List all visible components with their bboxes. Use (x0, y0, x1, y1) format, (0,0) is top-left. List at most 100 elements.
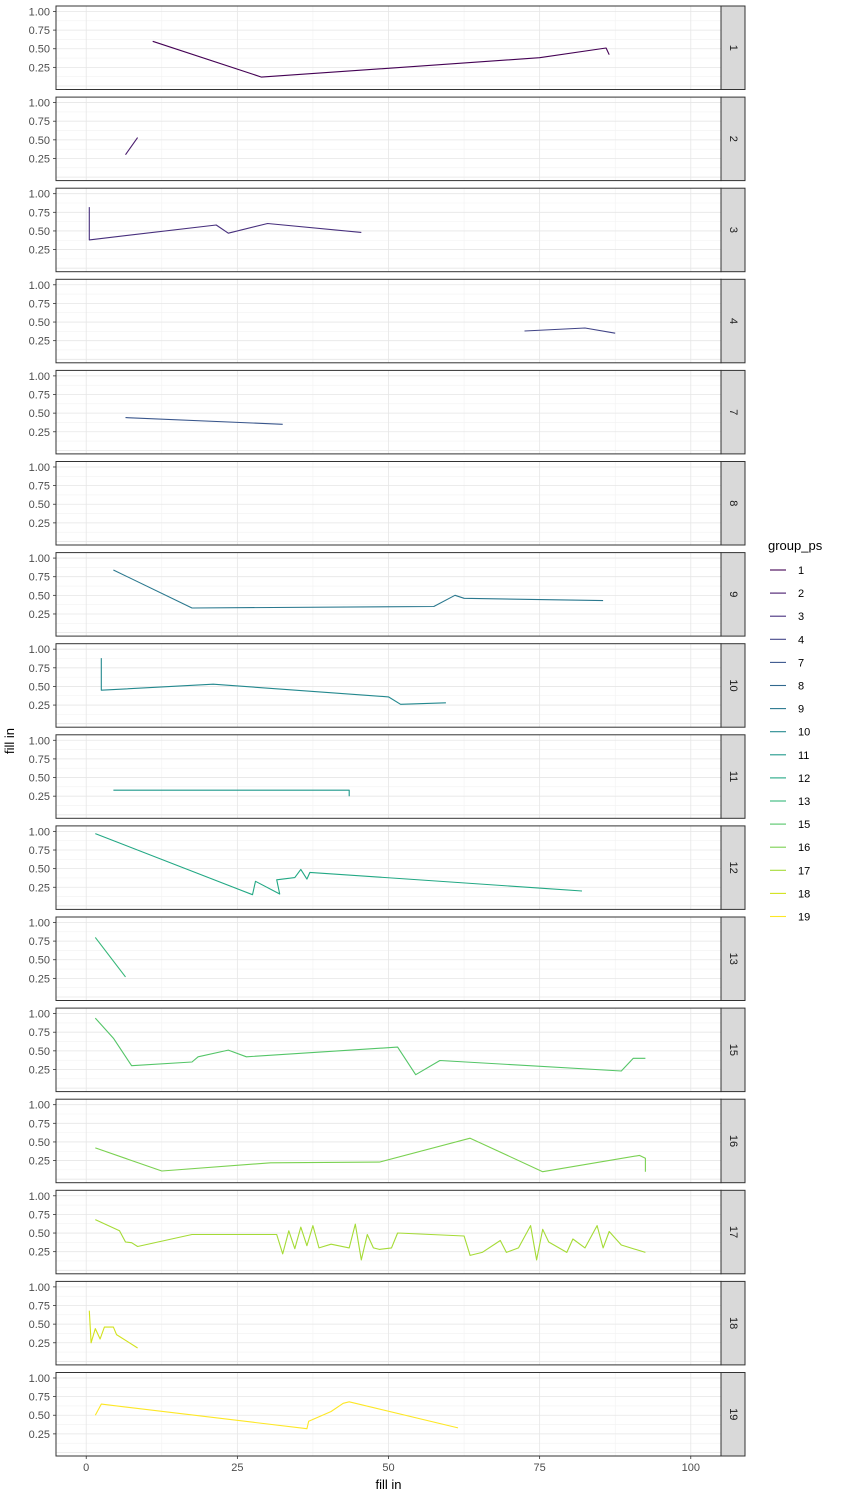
y-tick-label: 0.50 (29, 317, 50, 329)
facet-strip-label: 13 (727, 953, 739, 965)
legend-label-15: 15 (798, 819, 810, 831)
y-tick-label: 0.50 (29, 135, 50, 147)
series-line-12 (95, 833, 583, 896)
y-tick-label: 1.00 (29, 1191, 50, 1203)
y-tick-label: 0.50 (29, 773, 50, 785)
series-line-17 (95, 1219, 646, 1261)
legend-label-4: 4 (798, 634, 804, 646)
y-tick-label: 0.75 (29, 1209, 50, 1221)
y-tick-label: 0.75 (29, 1301, 50, 1313)
facet-strip (720, 1189, 746, 1275)
y-tick-label: 0.50 (29, 590, 50, 602)
legend-label-16: 16 (798, 842, 810, 854)
x-axis-title: fill in (375, 1477, 401, 1492)
facet-strip-label: 2 (727, 136, 739, 142)
y-tick-label: 0.75 (29, 845, 50, 857)
series-line-1 (152, 40, 610, 78)
y-tick-label: 1.00 (29, 189, 50, 201)
y-tick-label: 0.75 (29, 572, 50, 584)
series-line-15 (94, 1017, 646, 1076)
series-line-10 (100, 658, 446, 705)
facet-strip-label: 4 (727, 318, 739, 324)
facet-strip (720, 1280, 746, 1366)
y-tick-label: 1.00 (29, 644, 50, 656)
y-tick-label: 0.25 (29, 700, 50, 712)
legend-label-12: 12 (798, 773, 810, 785)
y-tick-label: 0.25 (29, 427, 50, 439)
facet-strip (720, 278, 746, 364)
facet-strip-label: 19 (727, 1408, 739, 1420)
y-tick-label: 0.75 (29, 390, 50, 402)
y-tick-label: 0.75 (29, 936, 50, 948)
y-tick-label: 0.75 (29, 663, 50, 675)
x-tick-label: 0 (83, 1462, 89, 1474)
y-tick-label: 0.50 (29, 44, 50, 56)
y-tick-label: 0.50 (29, 499, 50, 511)
series-line-7 (125, 417, 283, 425)
legend-label-13: 13 (798, 796, 810, 808)
series-line-11 (113, 789, 350, 797)
y-tick-label: 0.25 (29, 1338, 50, 1350)
y-tick-label: 1.00 (29, 280, 50, 292)
series-line-4 (524, 327, 616, 334)
y-tick-label: 0.25 (29, 973, 50, 985)
y-tick-label: 0.50 (29, 1410, 50, 1422)
facet-strip (720, 734, 746, 819)
y-tick-label: 0.25 (29, 245, 50, 257)
facet-strip-label: 11 (727, 771, 739, 782)
x-tick-label: 75 (534, 1462, 546, 1474)
y-tick-label: 0.50 (29, 681, 50, 693)
y-tick-label: 0.50 (29, 1046, 50, 1058)
facet-strip (720, 5, 746, 90)
facet-strip (720, 369, 746, 455)
y-tick-label: 0.50 (29, 408, 50, 420)
facet-strip-label: 18 (727, 1317, 739, 1329)
facet-strip-label: 9 (727, 591, 739, 597)
facet-strip (720, 1372, 746, 1457)
y-tick-label: 0.25 (29, 1064, 50, 1076)
y-tick-label: 0.75 (29, 481, 50, 493)
y-tick-label: 0.75 (29, 298, 50, 310)
y-tick-label: 1.00 (29, 98, 50, 110)
y-tick-label: 1.00 (29, 826, 50, 838)
legend-label-3: 3 (798, 611, 804, 623)
y-tick-label: 0.25 (29, 336, 50, 348)
y-tick-label: 1.00 (29, 371, 50, 383)
facet-strip (720, 916, 746, 1001)
x-tick-label: 50 (382, 1462, 394, 1474)
series-line-18 (88, 1310, 138, 1349)
y-tick-label: 0.25 (29, 882, 50, 894)
facet-strip-label: 12 (727, 862, 739, 874)
legend-label-9: 9 (798, 704, 804, 716)
legend-label-17: 17 (798, 865, 810, 877)
series-line-3 (88, 207, 362, 241)
y-tick-label: 1.00 (29, 462, 50, 474)
facet-strip (720, 825, 746, 910)
x-tick-label: 25 (231, 1462, 243, 1474)
y-tick-label: 0.75 (29, 25, 50, 37)
facet-strip (720, 552, 746, 637)
y-tick-label: 1.00 (29, 1282, 50, 1294)
y-tick-label: 1.00 (29, 735, 50, 747)
y-tick-label: 0.75 (29, 116, 50, 128)
facet-strip (720, 187, 746, 273)
y-tick-label: 0.25 (29, 1156, 50, 1168)
y-tick-label: 0.50 (29, 1137, 50, 1149)
y-tick-label: 0.25 (29, 1247, 50, 1259)
legend-label-18: 18 (798, 888, 810, 900)
series-line-9 (113, 569, 604, 609)
y-tick-label: 1.00 (29, 1373, 50, 1385)
legend-label-7: 7 (798, 657, 804, 669)
y-tick-label: 0.75 (29, 207, 50, 219)
facet-strip (720, 643, 746, 728)
facet-strip (720, 461, 746, 546)
y-tick-label: 0.75 (29, 1118, 50, 1130)
facet-strip-label: 17 (727, 1226, 739, 1238)
legend-label-10: 10 (798, 727, 810, 739)
facet-strip-label: 8 (727, 500, 739, 506)
y-tick-label: 0.50 (29, 1319, 50, 1331)
facet-strip-label: 15 (727, 1044, 739, 1056)
y-tick-label: 0.25 (29, 791, 50, 803)
y-tick-label: 0.75 (29, 754, 50, 766)
